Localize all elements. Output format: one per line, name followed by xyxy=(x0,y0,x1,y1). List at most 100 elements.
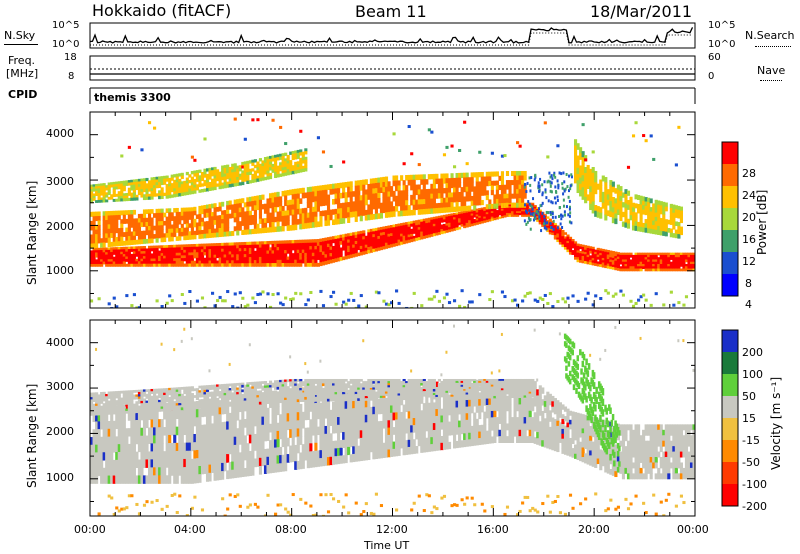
power-cell xyxy=(294,204,298,210)
velocity-cell xyxy=(198,474,202,483)
velocity-cell xyxy=(261,400,265,409)
power-cell xyxy=(127,214,131,220)
power-cell xyxy=(347,298,351,302)
power-cell xyxy=(657,257,661,260)
power-cell xyxy=(442,207,447,213)
power-cell xyxy=(238,198,242,204)
power-cell xyxy=(687,268,691,272)
power-cell xyxy=(440,231,444,235)
power-cell xyxy=(178,244,182,248)
power-cell xyxy=(505,209,510,212)
power-cell xyxy=(470,209,474,213)
power-cell xyxy=(286,240,290,244)
power-cell xyxy=(301,213,305,219)
velocity-cell xyxy=(175,467,179,476)
velocity-cell xyxy=(284,421,288,431)
power-cell xyxy=(342,240,346,245)
power-cell xyxy=(251,260,255,264)
power-cell xyxy=(122,185,126,189)
power-cell xyxy=(316,136,320,140)
power-cell xyxy=(223,165,227,169)
power-cell xyxy=(95,234,99,240)
velocity-cell xyxy=(165,426,169,436)
power-cell xyxy=(684,252,689,256)
power-cell xyxy=(203,171,207,175)
power-cell xyxy=(208,257,212,262)
velocity-cell xyxy=(173,410,177,420)
power-cell xyxy=(654,261,658,265)
power-cell xyxy=(387,181,391,187)
velocity-cell xyxy=(163,459,167,468)
power-cell xyxy=(586,254,590,258)
power-cell xyxy=(594,187,598,195)
power-cell xyxy=(188,235,192,240)
velocity-cell xyxy=(100,475,104,484)
power-cell xyxy=(314,249,318,254)
power-cell xyxy=(574,176,578,184)
power-cell xyxy=(185,223,189,228)
power-cell xyxy=(402,235,406,239)
velocity-cell xyxy=(309,435,313,444)
power-cell xyxy=(354,237,358,242)
power-cell xyxy=(183,235,187,241)
power-cell xyxy=(400,231,404,235)
power-cell xyxy=(321,251,326,256)
power-cell xyxy=(218,219,222,225)
power-cell xyxy=(513,175,517,181)
power-cell xyxy=(616,209,620,216)
power-cell xyxy=(142,245,147,250)
power-cell xyxy=(629,299,633,303)
velocity-cell xyxy=(213,439,217,449)
power-cell xyxy=(226,184,230,188)
power-cell xyxy=(453,217,457,220)
power-cell xyxy=(236,263,240,267)
power-cell xyxy=(369,249,373,253)
power-cell xyxy=(493,214,497,217)
power-cell xyxy=(384,225,389,230)
power-cell xyxy=(609,195,613,202)
power-cell xyxy=(193,252,197,256)
power-cell xyxy=(228,257,232,261)
power-cell xyxy=(122,195,126,199)
power-cell xyxy=(384,181,389,188)
power-cell xyxy=(442,197,447,204)
power-cell xyxy=(271,222,275,228)
power-cell xyxy=(601,248,605,252)
velocity-cell xyxy=(107,467,111,477)
velocity-cell xyxy=(223,462,227,472)
power-cell xyxy=(188,260,192,264)
velocity-cell xyxy=(107,428,111,438)
velocity-cell xyxy=(263,424,268,434)
power-cell xyxy=(589,203,593,211)
power-cell xyxy=(100,188,104,191)
power-cell xyxy=(115,305,119,308)
power-cell xyxy=(397,195,401,202)
power-cell xyxy=(90,184,94,188)
power-cell xyxy=(125,198,129,202)
power-cell xyxy=(309,259,313,264)
power-cell xyxy=(470,221,474,225)
velocity-cell xyxy=(173,442,177,452)
velocity-cell xyxy=(218,438,222,448)
power-cell xyxy=(417,229,421,233)
power-cell xyxy=(407,229,411,233)
power-cell xyxy=(122,210,126,216)
power-cell xyxy=(140,194,144,198)
power-cell xyxy=(450,228,454,232)
power-cell xyxy=(236,245,240,249)
power-cell xyxy=(536,217,540,221)
velocity-cell xyxy=(205,407,210,417)
power-cell xyxy=(120,236,124,242)
velocity-cell xyxy=(107,436,111,445)
velocity-cell xyxy=(160,427,164,436)
velocity-cell xyxy=(105,413,109,422)
power-cell xyxy=(652,263,656,267)
velocity-cell xyxy=(173,434,177,444)
power-cell xyxy=(251,296,255,300)
power-cell xyxy=(364,214,368,221)
power-cell xyxy=(329,259,333,264)
power-cell xyxy=(198,260,202,264)
power-cell xyxy=(599,259,603,263)
power-cell xyxy=(286,243,290,248)
power-cell xyxy=(120,249,124,253)
